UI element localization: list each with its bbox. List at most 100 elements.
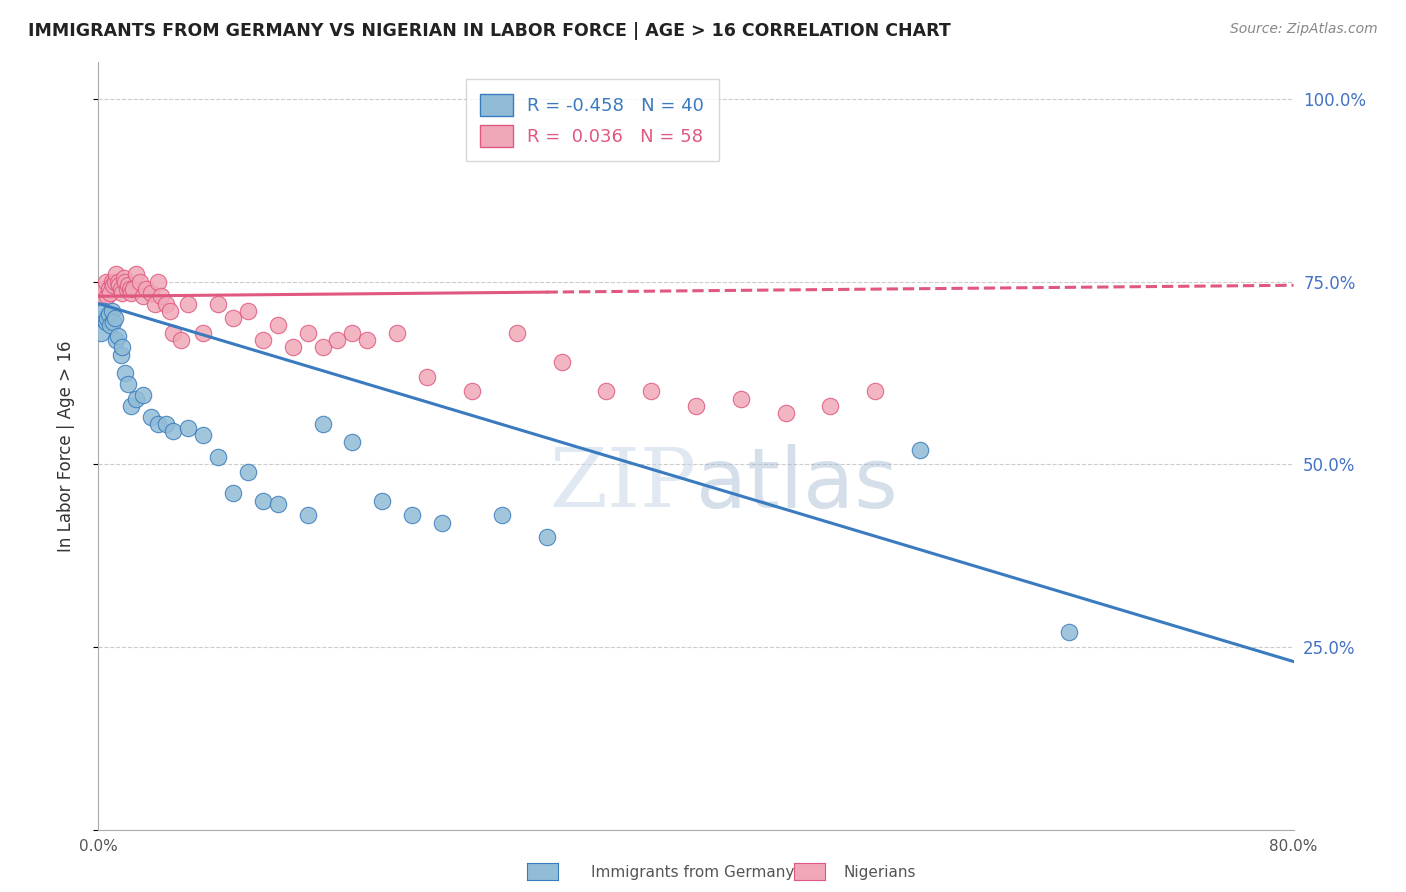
Point [281,340,304,354]
Point [865,384,887,399]
Point [96,289,118,303]
Point [120,399,142,413]
Point [162,326,184,340]
Point [461,384,484,399]
Point [107,275,129,289]
Point [385,326,409,340]
Point [93,282,115,296]
Text: Source: ZipAtlas.com: Source: ZipAtlas.com [1230,22,1378,37]
Point [908,442,931,457]
Point [222,486,245,500]
Point [267,498,290,512]
Point [91,311,114,326]
Point [118,282,141,296]
Point [775,406,797,420]
Point [191,326,214,340]
Point [132,289,155,303]
Point [148,275,170,289]
Point [207,450,229,464]
Point [93,303,115,318]
Point [169,333,191,347]
Point [159,303,181,318]
Point [101,303,124,318]
Point [98,318,122,333]
Point [177,296,200,310]
Point [155,417,177,431]
Point [94,275,117,289]
Point [252,333,274,347]
Point [150,289,173,303]
Point [342,435,364,450]
Point [104,275,127,289]
Point [104,311,127,326]
Point [110,282,132,296]
Point [730,392,752,406]
Point [371,493,394,508]
Point [356,333,378,347]
Point [101,275,124,289]
Point [207,296,229,310]
Point [177,421,200,435]
Point [222,311,245,326]
Point [98,285,122,300]
Point [162,425,184,439]
Point [117,376,139,391]
Text: atlas: atlas [696,444,897,524]
Point [342,326,364,340]
Point [506,326,529,340]
Point [117,278,139,293]
Point [640,384,662,399]
Point [112,271,135,285]
Text: IMMIGRANTS FROM GERMANY VS NIGERIAN IN LABOR FORCE | AGE > 16 CORRELATION CHART: IMMIGRANTS FROM GERMANY VS NIGERIAN IN L… [28,22,950,40]
Point [191,428,214,442]
Point [91,289,114,303]
Point [103,278,125,293]
Point [311,340,333,354]
Point [108,278,131,293]
Point [94,315,117,329]
Point [430,516,453,530]
Point [236,303,259,318]
Point [96,311,118,326]
Point [114,275,136,289]
Point [129,275,152,289]
Point [90,326,112,340]
Point [107,329,129,343]
Point [120,285,142,300]
Point [115,282,138,296]
Point [103,315,125,329]
Point [105,333,128,347]
Text: Nigerians: Nigerians [844,865,917,880]
Point [297,508,319,523]
Point [97,282,120,296]
Point [311,417,333,431]
Point [139,409,162,424]
Point [125,268,148,282]
Point [297,326,319,340]
Point [1059,625,1081,640]
Point [97,308,120,322]
Point [139,285,162,300]
Point [111,285,134,300]
Point [111,340,134,354]
Point [105,268,128,282]
Point [148,417,170,431]
Point [550,355,572,369]
Point [110,348,132,362]
Text: ZIP: ZIP [548,444,696,524]
Point [236,465,259,479]
Point [125,392,148,406]
Point [121,282,143,296]
Point [267,318,290,333]
Point [820,399,842,413]
Point [685,399,707,413]
Point [143,296,166,310]
Point [252,493,274,508]
Point [416,369,439,384]
Point [491,508,513,523]
Legend: R = -0.458   N = 40, R =  0.036   N = 58: R = -0.458 N = 40, R = 0.036 N = 58 [465,79,718,161]
Y-axis label: In Labor Force | Age > 16: In Labor Force | Age > 16 [56,340,75,552]
Point [155,296,177,310]
Point [132,388,155,402]
Point [595,384,617,399]
